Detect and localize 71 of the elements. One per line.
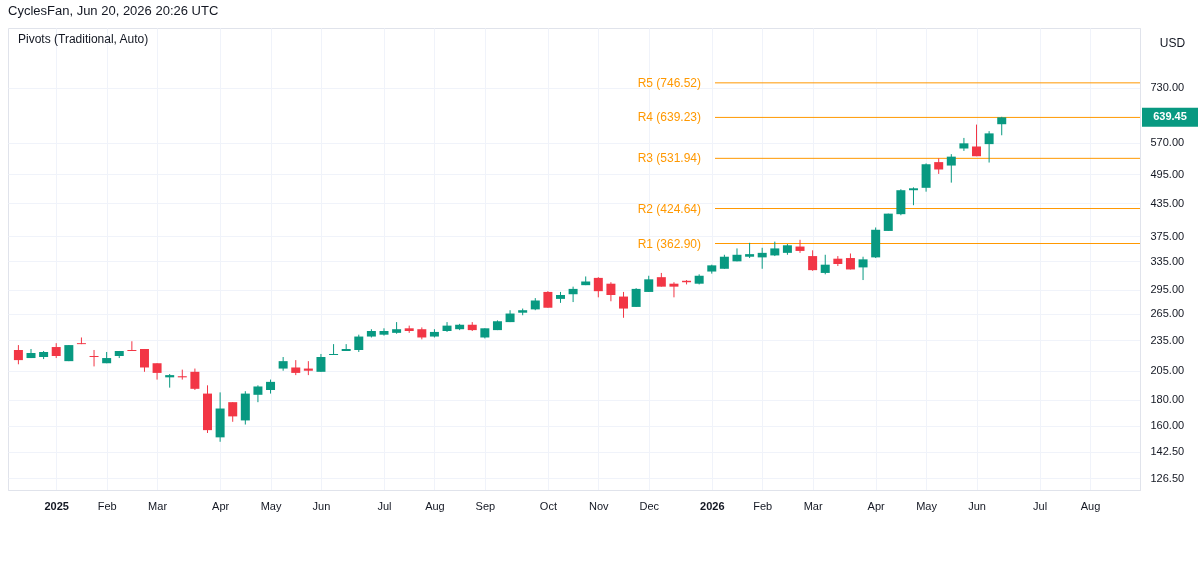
candlestick [253, 384, 263, 403]
candlestick [808, 249, 818, 272]
x-tick-label: Feb [97, 499, 117, 512]
ref-line-label: R2 (424.64) [637, 201, 701, 216]
x-tick-label: May [916, 499, 938, 512]
candlestick [139, 348, 149, 373]
candlestick [972, 124, 982, 157]
candlestick [228, 401, 238, 423]
candlestick [631, 287, 641, 308]
candlestick [959, 137, 969, 152]
candlestick [820, 254, 830, 275]
candlestick [669, 281, 679, 298]
candlestick [13, 344, 23, 365]
candlestick [568, 286, 578, 303]
x-tick-label: Feb [753, 499, 773, 512]
x-tick-label: Nov [589, 499, 610, 512]
y-tick-label: 375.00 [1150, 229, 1185, 242]
candlestick [858, 256, 868, 281]
x-tick-label: Apr [212, 499, 230, 512]
x-tick-label: 2025 [44, 499, 69, 512]
x-tick-label: Jul [377, 499, 392, 512]
y-tick-label: 180.00 [1150, 393, 1185, 406]
y-tick-label: 142.50 [1150, 445, 1185, 458]
candlestick [329, 343, 339, 356]
x-tick-label: Mar [148, 499, 168, 512]
chart-subtitle: Pivots (Traditional, Auto) [18, 32, 149, 46]
x-tick-label: Aug [425, 499, 445, 512]
y-tick-label: 435.00 [1150, 196, 1185, 209]
y-tick-label: 295.00 [1150, 283, 1185, 296]
y-axis-title: USD [1159, 35, 1186, 50]
candlestick [795, 239, 805, 254]
x-tick-label: Jul [1033, 499, 1048, 512]
candlestick [732, 247, 742, 262]
y-tick-label: 205.00 [1150, 364, 1185, 377]
candlestick [593, 276, 603, 298]
candlestick [190, 368, 200, 391]
y-tick-label: 495.00 [1150, 167, 1185, 180]
x-tick-label: Aug [1080, 499, 1101, 512]
ref-line-label: R1 (362.90) [637, 236, 701, 251]
y-tick-label: 570.00 [1150, 136, 1185, 149]
candlestick [442, 321, 452, 333]
x-tick-label: Sep [475, 499, 496, 512]
x-tick-label: Oct [539, 499, 557, 512]
x-tick-label: Jun [968, 499, 986, 512]
candlestick [984, 130, 994, 164]
candlestick [921, 162, 931, 193]
candlestick [177, 369, 187, 381]
y-tick-label: 335.00 [1150, 254, 1185, 267]
chart-title: CyclesFan, Jun 20, 2026 20:26 UTC [8, 3, 219, 18]
y-tick-label: 730.00 [1150, 81, 1185, 94]
x-tick-label: Dec [639, 499, 660, 512]
ref-line-label: R5 (746.52) [637, 75, 701, 90]
x-tick-label: Apr [867, 499, 886, 512]
candlestick [89, 349, 99, 367]
y-tick-label: 265.00 [1150, 307, 1185, 320]
y-tick-label: 160.00 [1150, 419, 1185, 432]
candlestick [606, 281, 616, 302]
ref-line-label: R4 (639.23) [637, 110, 701, 125]
x-tick-label: 2026 [700, 499, 725, 512]
x-tick-label: May [260, 499, 282, 512]
candlestick [127, 340, 137, 352]
candlestick [946, 153, 956, 184]
y-tick-label: 235.00 [1150, 333, 1185, 346]
candlestick [619, 291, 629, 319]
text: 639.45 [1153, 110, 1187, 123]
candlestick [379, 327, 389, 337]
x-tick-label: Jun [312, 499, 331, 512]
y-tick-label: 126.50 [1150, 471, 1185, 484]
x-tick-label: Mar [803, 499, 823, 512]
candlestick [896, 188, 906, 216]
ref-line-label: R3 (531.94) [637, 151, 701, 166]
